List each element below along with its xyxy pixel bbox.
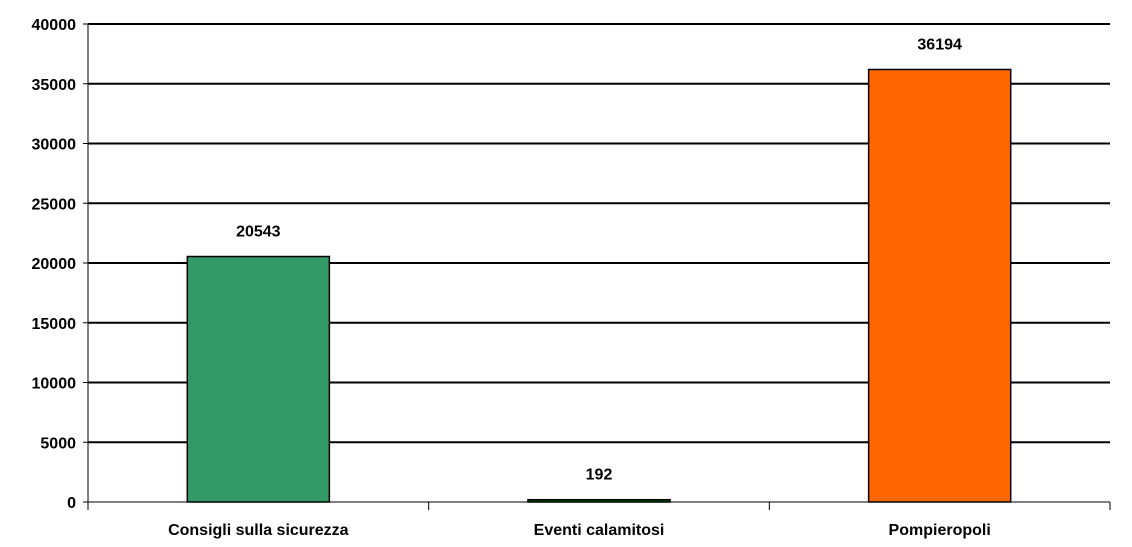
x-category-label: Eventi calamitosi [534,522,665,539]
x-category-label: Pompieropoli [889,522,991,539]
y-tick-label: 25000 [32,196,77,213]
y-tick-label: 15000 [32,316,77,333]
data-label: 192 [586,467,613,484]
bar-1 [527,498,671,503]
y-tick-label: 5000 [40,435,76,452]
bars [186,68,1012,503]
bar-2 [867,68,1012,503]
data-label: 20543 [236,224,281,241]
y-tick-label: 35000 [32,77,77,94]
y-tick-label: 0 [67,495,76,512]
bar-0 [186,255,331,503]
y-tick-label: 20000 [32,256,77,273]
y-tick-label: 30000 [32,137,77,154]
y-tick-label: 40000 [32,17,77,34]
labels: 0 5000 10000 15000 20000 25000 30000 35000 40000… [32,17,991,539]
data-label: 36194 [917,36,962,53]
x-category-label: Consigli sulla sicurezza [168,522,349,539]
y-tick-label: 10000 [32,376,77,393]
